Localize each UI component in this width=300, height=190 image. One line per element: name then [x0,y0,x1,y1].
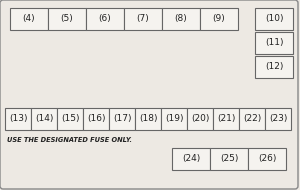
Bar [5,108,31,130]
Bar [200,8,238,30]
Text: (21): (21) [217,115,235,124]
Bar [162,8,200,30]
Bar [83,108,109,130]
Bar [161,108,187,130]
Bar [248,148,286,170]
Text: (14): (14) [35,115,53,124]
Text: (6): (6) [99,14,111,24]
Bar [187,108,213,130]
Bar [124,8,162,30]
Bar [239,108,265,130]
Bar [265,108,291,130]
Bar [10,8,48,30]
Bar [255,56,293,78]
Bar [86,8,124,30]
Text: (22): (22) [243,115,261,124]
Text: (24): (24) [182,154,200,164]
Text: (11): (11) [265,39,283,48]
Bar [255,8,293,30]
Bar [109,108,135,130]
Text: (23): (23) [269,115,287,124]
Text: (4): (4) [23,14,35,24]
Text: (18): (18) [139,115,157,124]
Text: (15): (15) [61,115,79,124]
Text: (10): (10) [265,14,283,24]
Text: (5): (5) [61,14,74,24]
Text: (20): (20) [191,115,209,124]
Bar [48,8,86,30]
Text: (19): (19) [165,115,183,124]
Text: (26): (26) [258,154,276,164]
Text: (13): (13) [9,115,27,124]
Text: (16): (16) [87,115,105,124]
Bar [213,108,239,130]
Bar [172,148,210,170]
Text: (25): (25) [220,154,238,164]
Text: (17): (17) [113,115,131,124]
Bar [57,108,83,130]
Bar [135,108,161,130]
Bar [255,32,293,54]
Text: (8): (8) [175,14,188,24]
Bar [31,108,57,130]
Text: USE THE DESIGNATED FUSE ONLY.: USE THE DESIGNATED FUSE ONLY. [7,137,132,143]
Text: (7): (7) [136,14,149,24]
Bar [210,148,248,170]
Text: (12): (12) [265,63,283,71]
Text: (9): (9) [213,14,225,24]
